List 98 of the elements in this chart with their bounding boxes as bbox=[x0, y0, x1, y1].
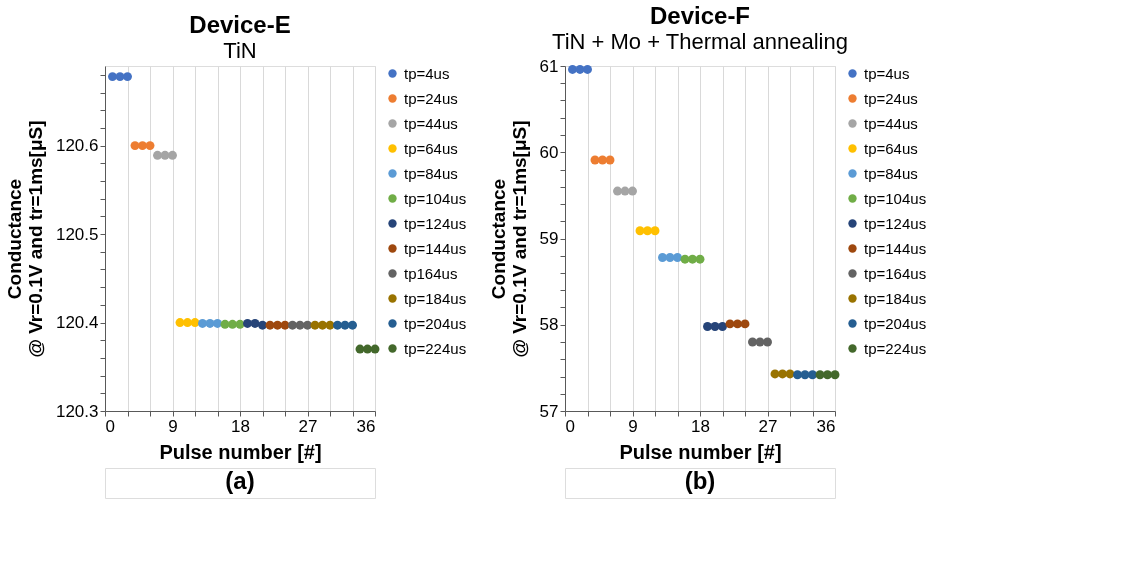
point bbox=[108, 72, 117, 82]
x-tick-label: 18 bbox=[691, 416, 710, 436]
point bbox=[243, 318, 252, 328]
legend-label: tp=24us bbox=[864, 89, 918, 107]
point bbox=[703, 322, 712, 331]
legend-label: tp=204us bbox=[404, 314, 467, 332]
point bbox=[183, 318, 192, 327]
point bbox=[823, 370, 832, 380]
point bbox=[793, 370, 802, 380]
x-axis-title: Pulse number [#] bbox=[159, 440, 322, 463]
point bbox=[763, 337, 772, 347]
y-tick-label: 120.5 bbox=[55, 224, 99, 244]
legend-label: tp=224us bbox=[404, 339, 467, 357]
point bbox=[613, 186, 622, 196]
point bbox=[138, 141, 147, 151]
point bbox=[740, 319, 750, 329]
point bbox=[733, 319, 742, 329]
legend-label: tp=64us bbox=[864, 139, 918, 157]
point bbox=[123, 72, 132, 82]
y-tick-label: 120.6 bbox=[55, 136, 99, 156]
legend-label: tp=184us bbox=[864, 289, 927, 307]
x-tick-label: 0 bbox=[565, 416, 575, 436]
point bbox=[273, 320, 282, 330]
legend-label: tp=44us bbox=[404, 114, 458, 132]
y-tick-label: 59 bbox=[539, 229, 559, 248]
point bbox=[318, 320, 327, 330]
x-tick-label: 27 bbox=[298, 416, 318, 436]
legend-label: tp=204us bbox=[864, 314, 927, 332]
legend-label: tp=84us bbox=[864, 164, 918, 182]
y-axis-title: Conductance @ Vr=0.1V and tr=1ms[μS] bbox=[3, 120, 46, 358]
point bbox=[688, 254, 697, 264]
point bbox=[348, 320, 357, 330]
x-axis-title: Pulse number [#] bbox=[619, 440, 782, 463]
legend-label: tp=104us bbox=[404, 189, 467, 207]
x-tick-label: 36 bbox=[816, 416, 836, 436]
point bbox=[175, 318, 185, 327]
y-axis-title: Conductance @ Vr=0.1V and tr=1ms[μS] bbox=[487, 120, 530, 358]
x-tick-label: 18 bbox=[231, 416, 250, 436]
y-tick-label: 61 bbox=[539, 56, 559, 76]
point bbox=[695, 254, 705, 264]
legend-label: tp164us bbox=[404, 264, 458, 282]
point bbox=[628, 186, 637, 196]
point bbox=[228, 319, 237, 329]
x-tick-label: 0 bbox=[105, 416, 115, 436]
chart-title: Device-F bbox=[649, 2, 751, 29]
point bbox=[658, 253, 667, 262]
chart-subtitle: TiN bbox=[223, 37, 257, 63]
legend-label: tp=44us bbox=[864, 114, 918, 132]
point bbox=[145, 141, 155, 151]
point bbox=[568, 64, 577, 74]
point bbox=[605, 155, 615, 165]
y-tick-label: 58 bbox=[539, 315, 559, 335]
point bbox=[710, 322, 720, 331]
point bbox=[808, 370, 817, 380]
legend-label: tp=4us bbox=[864, 64, 910, 82]
x-tick-label: 27 bbox=[758, 416, 778, 436]
legend-label: tp=24us bbox=[404, 89, 458, 107]
legend-label: tp=64us bbox=[404, 139, 458, 157]
point bbox=[718, 322, 727, 331]
legend-label: tp=84us bbox=[404, 164, 458, 182]
point bbox=[778, 369, 787, 379]
text: (a) bbox=[225, 467, 255, 494]
point bbox=[583, 64, 592, 74]
y-tick-label: 60 bbox=[539, 142, 559, 162]
point bbox=[303, 320, 312, 330]
legend-label: tp=184us bbox=[404, 289, 467, 307]
x-tick-label: 9 bbox=[168, 416, 178, 436]
point bbox=[363, 344, 372, 354]
legend-label: tp=124us bbox=[404, 214, 467, 232]
x-tick-label: 36 bbox=[356, 416, 376, 436]
point bbox=[198, 318, 207, 328]
chart-title: Device-E bbox=[189, 10, 291, 38]
point bbox=[250, 318, 260, 328]
point bbox=[665, 253, 675, 262]
legend-label: tp=144us bbox=[864, 239, 927, 257]
legend-label: tp=164us bbox=[864, 264, 927, 282]
text: (b) bbox=[684, 467, 716, 494]
y-tick-label: 57 bbox=[539, 401, 559, 421]
legend-label: tp=104us bbox=[864, 189, 927, 207]
point bbox=[673, 253, 682, 262]
point bbox=[333, 320, 342, 330]
point bbox=[288, 320, 297, 330]
point bbox=[370, 344, 380, 354]
point bbox=[213, 318, 222, 328]
legend-label: tp=224us bbox=[864, 339, 927, 357]
point bbox=[643, 226, 652, 236]
point bbox=[650, 226, 660, 236]
y-tick-label: 120.4 bbox=[55, 313, 99, 333]
legend-label: tp=4us bbox=[404, 64, 450, 82]
point bbox=[168, 150, 177, 160]
x-tick-label: 9 bbox=[628, 416, 638, 436]
point bbox=[153, 150, 162, 160]
point bbox=[258, 320, 267, 330]
y-tick-label: 120.3 bbox=[55, 401, 99, 421]
legend-label: tp=124us bbox=[864, 214, 927, 232]
point bbox=[830, 370, 840, 380]
chart-subtitle: TiN + Mo + Thermal annealing bbox=[552, 29, 848, 54]
legend-label: tp=144us bbox=[404, 239, 467, 257]
